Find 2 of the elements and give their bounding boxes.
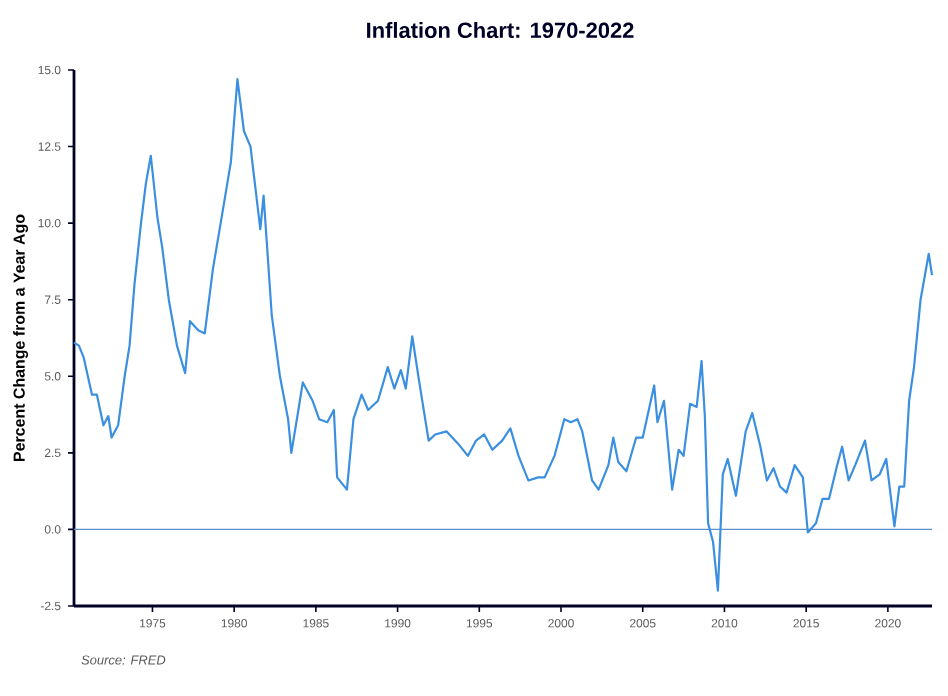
line-series — [72, 78, 934, 592]
chart-title: Inflation Chart: 1970-2022 — [367, 21, 634, 39]
